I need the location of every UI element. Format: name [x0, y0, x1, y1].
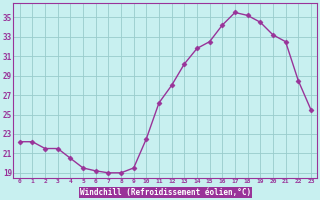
X-axis label: Windchill (Refroidissement éolien,°C): Windchill (Refroidissement éolien,°C) — [80, 188, 251, 197]
